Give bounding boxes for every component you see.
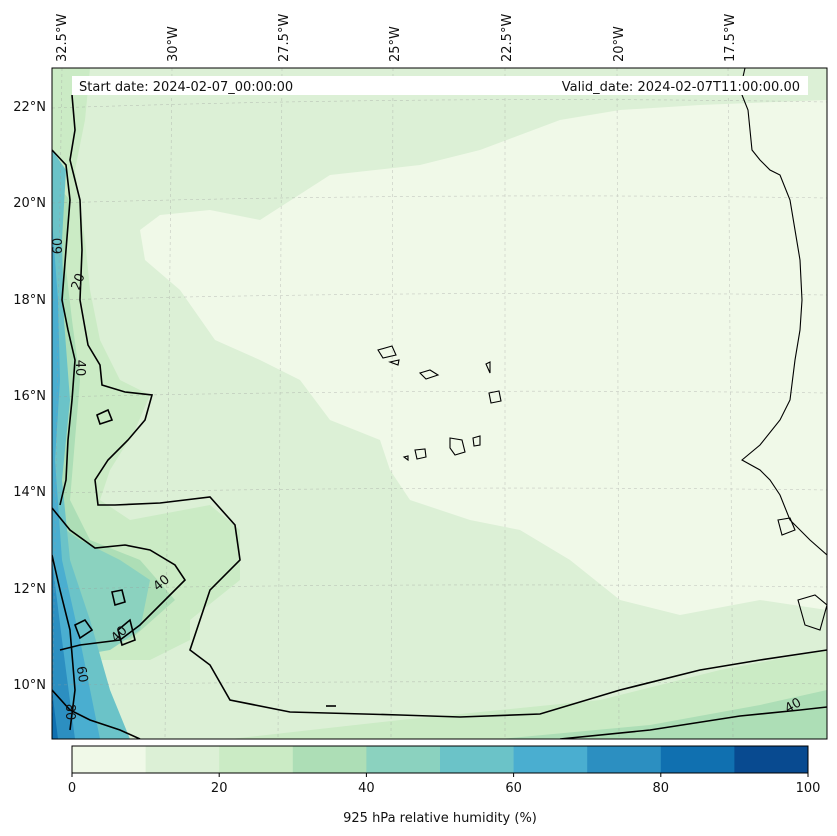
lon-label-30: 30°W — [166, 26, 181, 62]
gridline-lat-10 — [52, 681, 827, 686]
contour-line-80 — [52, 689, 141, 739]
colorbar-bin — [292, 746, 367, 773]
lon-label-32-5: 32.5°W — [55, 14, 70, 62]
colorbar-bin — [440, 746, 515, 773]
colorbar-ticks: 0 20 40 60 80 100 — [68, 773, 821, 796]
gridline-lon-30 — [164, 68, 173, 739]
island-brava — [402, 455, 409, 462]
humidity-band-20-30 — [52, 68, 240, 660]
lat-label-20: 20°N — [13, 196, 46, 211]
colorbar-bin — [145, 746, 220, 773]
contour-label-80: 80 — [62, 704, 77, 721]
humidity-band-70-80 — [52, 560, 75, 739]
lon-label-25: 25°W — [388, 26, 403, 62]
colorbar-tick-label: 0 — [68, 781, 76, 796]
latitude-labels: 22°N 20°N 18°N 16°N 14°N 12°N 10°N — [13, 100, 46, 693]
lat-label-18: 18°N — [13, 293, 46, 308]
humidity-band-south-30-40 — [500, 690, 827, 739]
gridline-lon-27-5 — [277, 68, 283, 739]
contour-island-4 — [117, 618, 136, 647]
colorbar-title: 925 hPa relative humidity (%) — [343, 811, 537, 826]
island-sao-vicente — [388, 359, 400, 366]
lat-label-14: 14°N — [13, 485, 46, 500]
colorbar-frame — [71, 745, 809, 774]
colorbar-bin — [219, 746, 294, 773]
gridline-lat-16 — [52, 390, 827, 398]
island-sao-nicolau — [418, 369, 440, 380]
gridline-lon-17-5 — [727, 68, 734, 739]
humidity-band-50-60 — [52, 150, 130, 739]
island-fogo — [414, 448, 427, 460]
map-panel — [52, 68, 827, 739]
gridline-lon-32-5 — [52, 68, 63, 739]
contour-island-1 — [96, 408, 114, 426]
gridline-lat-22 — [52, 99, 827, 109]
colorbar-bin — [513, 746, 588, 773]
lat-label-16: 16°N — [13, 389, 46, 404]
coastline-detail-1 — [777, 517, 796, 536]
colorbar-bin — [734, 746, 809, 773]
colorbar-tick-label: 20 — [211, 781, 228, 796]
gridline-lat-20 — [52, 195, 827, 204]
colorbar-bin — [587, 746, 662, 773]
contour-lines — [52, 94, 827, 739]
contour-line-60-south — [52, 554, 76, 731]
coastline-bissagos — [797, 594, 827, 631]
longitude-labels: 32.5°W 30°W 27.5°W 25°W 22.5°W 20°W 17.5… — [55, 14, 738, 62]
contour-line-40-south — [559, 706, 827, 739]
gridline-lon-20 — [616, 68, 620, 739]
colorbar-tick-label: 100 — [796, 781, 821, 796]
contour-line-40-west — [52, 507, 187, 651]
lon-label-20: 20°W — [612, 26, 627, 62]
contour-label-40-south: 40 — [782, 695, 804, 716]
island-sal — [485, 361, 491, 374]
contour-island-2 — [73, 618, 94, 640]
start-date-label: Start date: 2024-02-07_00:00:00 — [79, 80, 293, 95]
humidity-band-80-90 — [52, 690, 58, 739]
contour-label-60-north: 60 — [51, 238, 66, 255]
contour-label-40-west: 40 — [72, 360, 87, 377]
colorbar-bin — [366, 746, 441, 773]
island-santo-antao — [377, 345, 397, 359]
contour-line-20 — [69, 94, 827, 718]
valid-date-label: Valid_date: 2024-02-07T11:00:00.00 — [562, 80, 800, 95]
gridline-lat-18 — [52, 293, 827, 301]
graticule — [52, 68, 827, 739]
map-frame — [51, 67, 828, 740]
humidity-band-0-10 — [140, 100, 827, 615]
lon-label-17-5: 17.5°W — [723, 14, 738, 62]
colorbar-tick-label: 40 — [358, 781, 375, 796]
lat-label-22: 22°N — [13, 100, 46, 115]
coastline-africa — [739, 68, 827, 556]
colorbar-tick-label: 80 — [653, 781, 670, 796]
lon-label-22-5: 22.5°W — [500, 14, 515, 62]
coastlines — [377, 68, 827, 631]
contour-island-3 — [111, 589, 126, 607]
island-boa-vista — [488, 390, 502, 404]
contour-label-20: 20 — [69, 271, 89, 292]
contour-line-60 — [52, 149, 76, 506]
colorbar — [71, 745, 809, 774]
island-santiago — [449, 437, 466, 456]
gridline-lat-12 — [52, 584, 827, 590]
lat-label-10: 10°N — [13, 678, 46, 693]
contour-label-60-south: 60 — [73, 665, 91, 684]
colorbar-tick-label: 60 — [505, 781, 522, 796]
gridline-lon-25 — [390, 68, 394, 739]
lon-label-27-5: 27.5°W — [277, 14, 292, 62]
humidity-band-south-20-30 — [230, 650, 827, 739]
lat-label-12: 12°N — [13, 582, 46, 597]
island-maio — [472, 435, 481, 447]
header-box — [72, 76, 808, 95]
colorbar-bin — [660, 746, 735, 773]
gridline-lat-14 — [52, 487, 827, 494]
colorbar-bin — [72, 746, 147, 773]
